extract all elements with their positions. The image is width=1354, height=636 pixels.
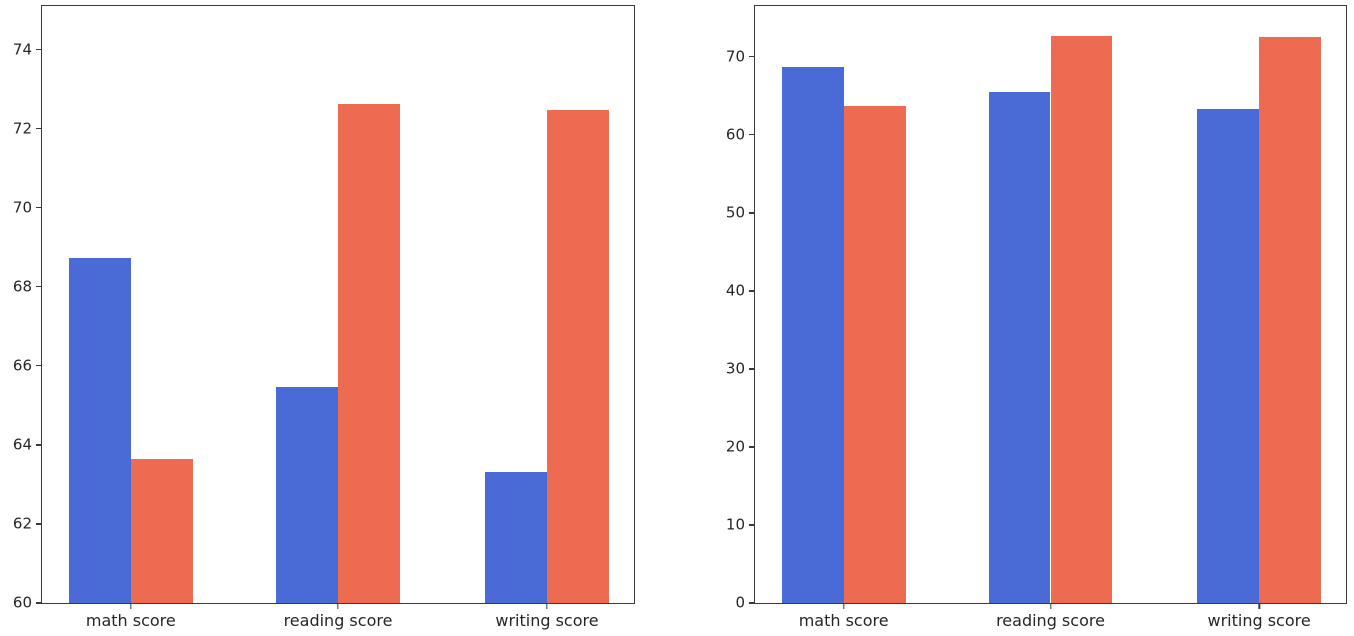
y-tick-label: 60 xyxy=(725,125,745,144)
bar-math-score-blue xyxy=(781,66,844,603)
y-tick-mark xyxy=(36,206,41,209)
y-tick-mark xyxy=(36,127,41,130)
y-tick-mark xyxy=(36,444,41,446)
y-tick-mark xyxy=(749,524,754,526)
y-tick-label: 72 xyxy=(12,119,32,138)
right-chart: 0 10 20 30 40 50 60 70 math score reading score wr… xyxy=(726,5,1347,629)
y-tick-label: 70 xyxy=(725,47,745,66)
y-tick-mark xyxy=(749,602,754,604)
left-chart-plot-area: 60 62 64 66 68 70 72 74 math score reading score w… xyxy=(13,6,634,629)
y-tick-label: 68 xyxy=(12,277,32,296)
y-tick-mark xyxy=(36,286,41,288)
bar-math-score-red xyxy=(130,459,193,603)
x-tick-label-writing-score: writing score xyxy=(495,611,599,630)
bar-reading-score-blue xyxy=(988,92,1051,603)
y-tick-label: 40 xyxy=(725,281,745,300)
x-tick-mark xyxy=(1049,604,1052,609)
y-tick-label: 62 xyxy=(12,514,32,533)
y-tick-label: 70 xyxy=(12,198,32,217)
bar-writing-score-red xyxy=(1259,37,1321,603)
bar-reading-score-blue xyxy=(276,386,338,603)
bar-math-score-blue xyxy=(68,257,131,603)
y-tick-label: 20 xyxy=(725,437,745,456)
y-tick-mark xyxy=(36,523,41,525)
y-tick-label: 0 xyxy=(735,593,745,612)
x-tick-label-reading-score: reading score xyxy=(283,611,393,630)
right-chart-plot-area: 0 10 20 30 40 50 60 70 math score reading score wr… xyxy=(726,6,1346,629)
y-tick-label: 30 xyxy=(725,359,745,378)
bar-math-score-red xyxy=(843,106,906,603)
bar-writing-score-blue xyxy=(1197,108,1260,603)
x-tick-mark xyxy=(842,604,845,609)
x-tick-mark xyxy=(130,604,132,609)
x-tick-mark xyxy=(546,604,548,609)
x-tick-mark xyxy=(337,604,339,609)
x-tick-label-math-score: math score xyxy=(798,611,889,630)
left-chart: 60 62 64 66 68 70 72 74 math score reading score w… xyxy=(13,5,635,629)
bar-reading-score-red xyxy=(338,104,400,603)
y-tick-mark xyxy=(749,56,754,58)
y-tick-mark xyxy=(749,368,754,370)
y-tick-label: 50 xyxy=(725,203,745,222)
y-tick-mark xyxy=(36,602,41,604)
y-tick-mark xyxy=(749,290,754,292)
y-tick-mark xyxy=(749,446,754,448)
y-tick-mark xyxy=(749,212,754,214)
y-tick-label: 64 xyxy=(12,435,32,454)
x-tick-mark xyxy=(1258,604,1260,609)
y-tick-mark xyxy=(36,48,41,51)
y-tick-mark xyxy=(749,134,754,136)
y-tick-label: 10 xyxy=(725,515,745,534)
bar-writing-score-blue xyxy=(484,472,547,603)
y-tick-mark xyxy=(36,365,41,367)
x-tick-label-reading-score: reading score xyxy=(996,611,1105,630)
y-tick-label: 60 xyxy=(12,593,32,612)
x-tick-label-writing-score: writing score xyxy=(1207,611,1311,630)
y-tick-label: 66 xyxy=(12,356,32,375)
bar-writing-score-red xyxy=(546,109,609,603)
bar-reading-score-red xyxy=(1050,36,1113,603)
x-tick-label-math-score: math score xyxy=(85,611,176,630)
y-tick-label: 74 xyxy=(12,40,32,58)
